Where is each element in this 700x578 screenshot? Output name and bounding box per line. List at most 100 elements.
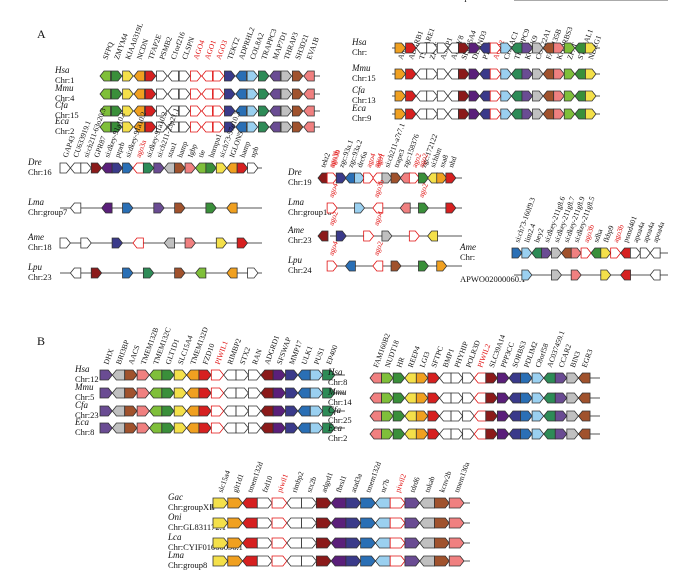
gene-arrow	[489, 42, 502, 54]
gene-arrow	[198, 369, 212, 381]
gene-arrow	[136, 387, 150, 399]
gene-arrow	[330, 555, 347, 567]
gene-arrow	[445, 172, 457, 184]
row-gene-label: ago3b	[371, 178, 386, 199]
gene-arrow	[235, 121, 247, 133]
gene-arrow	[542, 68, 555, 80]
gene-arrow	[473, 372, 487, 384]
gene-arrow	[210, 405, 225, 417]
gene-arrow	[570, 247, 582, 259]
gene-arrow	[122, 121, 134, 133]
gene-arrow	[99, 88, 111, 100]
gene-arrow	[485, 410, 498, 422]
gene-arrow	[286, 555, 303, 567]
gene-arrow	[110, 70, 123, 82]
gene-arrow	[215, 162, 228, 174]
gene-arrow	[235, 387, 249, 399]
gene-label: ssa8	[437, 153, 450, 168]
gene-arrow	[415, 42, 428, 54]
gene-arrow	[389, 517, 406, 529]
gene-arrow	[436, 260, 448, 272]
gene-arrow	[212, 70, 225, 82]
species-label: Lpu	[459, 0, 475, 2]
block-b1: DHXBRI3BPAACSTMEM132BTMEM132CGLT1D1SLC15…	[74, 325, 345, 437]
gene-arrow	[500, 90, 512, 102]
gene-label: fbrsl1	[334, 474, 349, 494]
gene-arrow	[419, 555, 435, 567]
gene-arrow	[178, 88, 191, 100]
gene-label: adgrd1	[319, 471, 335, 494]
block-a1: SFPQZMYM4KIAA0319LNCDNTFAP2EPSMB2C1orf21…	[54, 21, 321, 136]
gene-arrow	[390, 260, 402, 272]
gene-arrow	[372, 260, 384, 272]
gene-arrow	[574, 42, 586, 54]
gene-arrow	[80, 237, 92, 249]
gene-arrow	[345, 537, 362, 549]
gene-arrow	[271, 555, 288, 567]
gene-arrow	[124, 405, 138, 417]
gene-arrow	[520, 410, 533, 422]
gene-arrow	[322, 369, 336, 381]
species-label: Ame	[459, 242, 476, 252]
species-row: APWO02000060.1	[460, 269, 668, 284]
gene-arrow	[543, 372, 556, 384]
gene-label: HR	[394, 356, 406, 369]
gene-arrow	[271, 517, 288, 529]
gene-arrow	[201, 70, 213, 82]
gene-arrow	[405, 108, 417, 120]
gene-arrow	[496, 392, 510, 404]
species-label: Cfa	[75, 400, 89, 410]
gene-arrow	[285, 405, 299, 417]
gene-arrow	[510, 108, 523, 120]
gene-arrow	[291, 105, 304, 117]
gene-arrow	[531, 410, 545, 422]
gene-arrow	[330, 517, 347, 529]
gene-label: tie	[196, 148, 207, 159]
gene-arrow	[167, 105, 179, 117]
gene-arrow	[269, 105, 281, 117]
gene-arrow	[201, 105, 213, 117]
gene-arrow	[272, 422, 286, 434]
gene-arrow	[649, 269, 661, 281]
gene-arrow	[111, 162, 124, 174]
gene-arrow	[153, 162, 165, 174]
gene-arrow	[434, 537, 450, 549]
gene-arrow	[153, 202, 165, 214]
gene-arrow	[404, 372, 417, 384]
gene-arrow	[242, 537, 258, 549]
gene-arrow	[163, 162, 176, 174]
gene-arrow	[458, 108, 470, 120]
gene-arrow	[436, 68, 449, 80]
gene-arrow	[226, 267, 238, 279]
gene-arrow	[156, 70, 168, 82]
gene-arrow	[194, 267, 207, 279]
species-label: Eca	[327, 423, 342, 433]
gene-arrow	[447, 108, 459, 120]
gene-arrow	[132, 237, 144, 249]
gene-arrow	[205, 162, 217, 174]
gene-arrow	[639, 247, 651, 259]
gene-arrow	[69, 267, 82, 279]
gene-arrow	[405, 90, 417, 102]
gene-arrow	[374, 537, 391, 549]
gene-arrow	[508, 410, 521, 422]
gene-arrow	[291, 88, 304, 100]
gene-arrow	[585, 90, 597, 102]
gene-arrow	[272, 405, 286, 417]
gene-arrow	[426, 108, 438, 120]
gene-arrow	[344, 260, 356, 272]
gene-arrow	[280, 121, 293, 133]
panel-label-a: A	[37, 27, 46, 41]
gene-arrow	[369, 372, 382, 384]
gene-arrow	[521, 42, 534, 54]
gene-arrow	[272, 387, 286, 399]
